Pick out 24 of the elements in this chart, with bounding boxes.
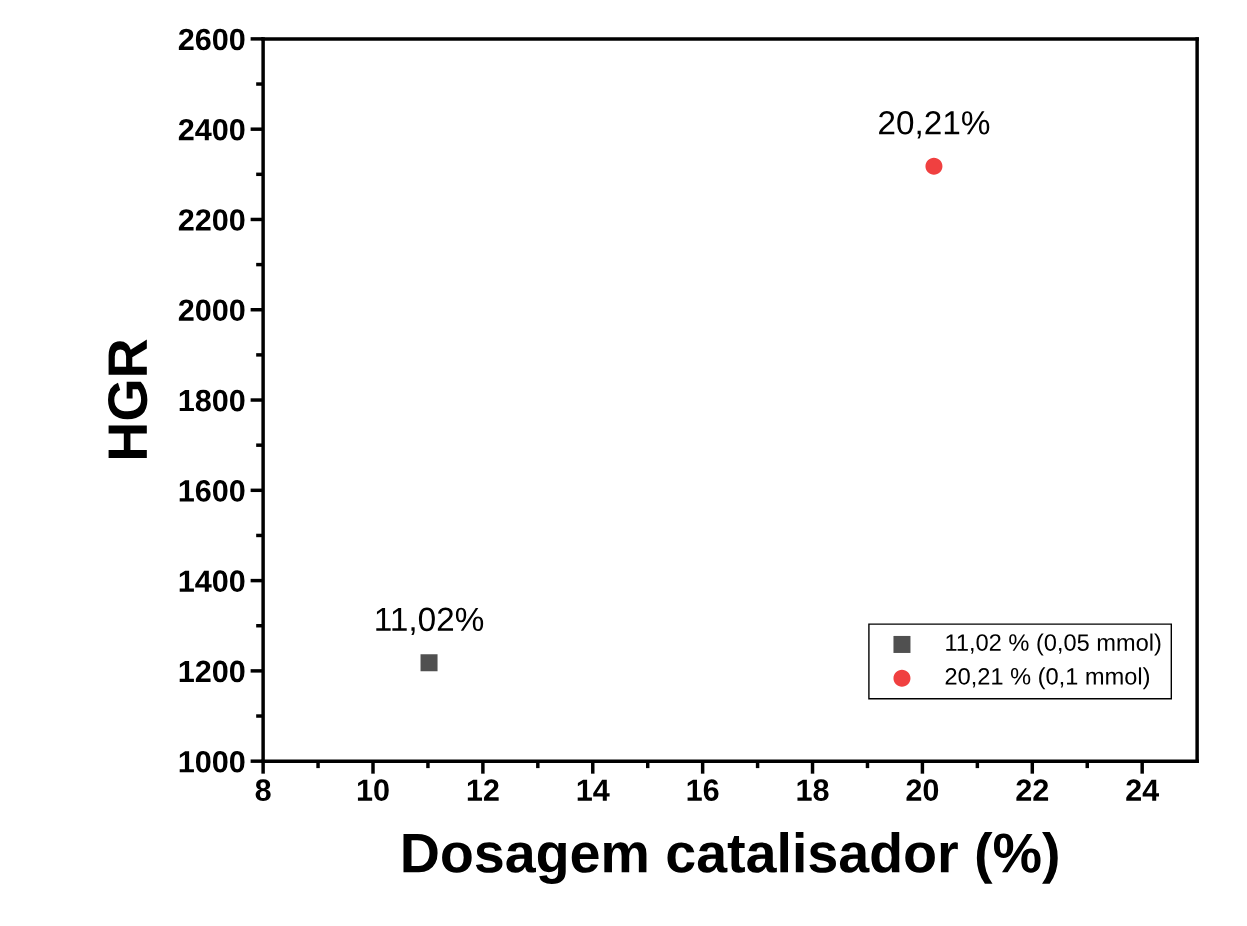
y-tick-label: 1400	[179, 570, 245, 592]
x-tick-label: 22	[1016, 779, 1049, 801]
x-tick-label: 10	[357, 779, 389, 801]
x-tick-label: 12	[467, 779, 499, 801]
y-tick-label: 1600	[179, 480, 245, 502]
y-tick-label: 1800	[179, 389, 245, 412]
annotation: 11,02%	[376, 607, 484, 636]
y-axis-title: HGR	[108, 339, 148, 459]
annotation: 20,21%	[879, 111, 990, 139]
y-tick-label: 1200	[179, 660, 245, 683]
y-tick-label: 1000	[179, 750, 245, 773]
legend-label: 11,02 % (0,05 mmol)	[946, 633, 1161, 656]
x-axis-title: Dosagem catalisador (%)	[403, 832, 1058, 885]
x-tick-label: 16	[687, 779, 719, 801]
x-tick-label: 14	[577, 779, 610, 801]
x-tick-label: 8	[255, 779, 271, 801]
x-tick-label: 24	[1126, 779, 1160, 801]
x-tick-label: 18	[797, 779, 829, 801]
legend-label: 20,21 % (0,1 mmol)	[945, 667, 1150, 690]
y-tick-label: 2200	[178, 209, 245, 231]
y-tick-label: 2000	[178, 299, 245, 322]
y-tick-label: 2600	[178, 28, 245, 51]
y-tick-label: 2400	[178, 118, 245, 141]
x-tick-label: 20	[906, 779, 939, 801]
